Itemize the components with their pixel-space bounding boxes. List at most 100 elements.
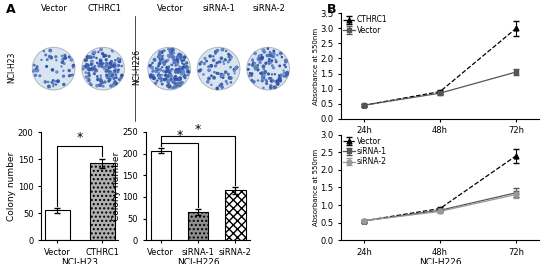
Circle shape — [175, 77, 177, 78]
Circle shape — [168, 55, 169, 56]
Circle shape — [156, 71, 157, 72]
Circle shape — [257, 58, 260, 60]
Circle shape — [217, 73, 219, 74]
Circle shape — [180, 82, 183, 84]
Circle shape — [208, 69, 210, 72]
Circle shape — [161, 58, 163, 60]
Circle shape — [111, 60, 112, 62]
Circle shape — [163, 62, 166, 64]
Circle shape — [113, 64, 115, 67]
X-axis label: NCI-H226: NCI-H226 — [419, 258, 461, 264]
Circle shape — [86, 56, 89, 58]
Y-axis label: Absorbance at 550nm: Absorbance at 550nm — [313, 27, 318, 105]
Circle shape — [158, 66, 159, 67]
Circle shape — [185, 75, 186, 76]
Circle shape — [91, 84, 92, 86]
Circle shape — [252, 65, 254, 66]
Circle shape — [185, 67, 187, 69]
Circle shape — [230, 55, 231, 56]
Circle shape — [257, 69, 259, 70]
Circle shape — [173, 59, 176, 62]
Circle shape — [178, 53, 180, 55]
Circle shape — [153, 58, 156, 61]
Circle shape — [252, 59, 254, 61]
Circle shape — [203, 62, 205, 65]
Circle shape — [53, 84, 54, 85]
Circle shape — [95, 69, 97, 72]
Circle shape — [46, 65, 47, 67]
Circle shape — [263, 51, 265, 53]
Circle shape — [152, 74, 153, 76]
Circle shape — [178, 69, 180, 71]
Circle shape — [179, 66, 180, 67]
Circle shape — [161, 61, 163, 62]
Circle shape — [89, 57, 90, 58]
X-axis label: NCI-H226: NCI-H226 — [177, 258, 219, 264]
Circle shape — [162, 59, 163, 60]
Circle shape — [273, 50, 274, 52]
Circle shape — [284, 72, 285, 74]
Circle shape — [68, 75, 70, 77]
Circle shape — [253, 81, 255, 83]
Circle shape — [250, 74, 252, 77]
Circle shape — [218, 61, 220, 63]
Circle shape — [183, 76, 185, 77]
Circle shape — [168, 73, 170, 75]
Circle shape — [168, 84, 170, 86]
Circle shape — [184, 64, 185, 65]
Circle shape — [168, 66, 169, 67]
Circle shape — [155, 70, 157, 73]
Circle shape — [177, 69, 179, 71]
Bar — [188, 212, 208, 240]
Circle shape — [220, 57, 223, 59]
Circle shape — [152, 62, 153, 64]
Circle shape — [276, 80, 279, 82]
Circle shape — [249, 73, 251, 74]
Circle shape — [177, 61, 179, 63]
Circle shape — [178, 68, 180, 70]
Circle shape — [172, 69, 173, 70]
Circle shape — [47, 59, 48, 60]
Circle shape — [85, 72, 86, 73]
Circle shape — [111, 50, 112, 51]
Circle shape — [259, 62, 261, 64]
Circle shape — [277, 55, 278, 56]
Circle shape — [233, 69, 235, 71]
Circle shape — [45, 54, 46, 56]
Circle shape — [162, 74, 163, 75]
Circle shape — [271, 78, 272, 79]
Circle shape — [158, 72, 159, 73]
Circle shape — [93, 53, 95, 54]
Circle shape — [249, 64, 250, 65]
Circle shape — [152, 74, 154, 77]
Circle shape — [37, 69, 38, 71]
Circle shape — [107, 77, 108, 79]
Circle shape — [118, 79, 119, 80]
Circle shape — [228, 54, 229, 55]
Circle shape — [88, 72, 90, 74]
Circle shape — [63, 75, 64, 77]
Circle shape — [186, 69, 189, 71]
Circle shape — [172, 87, 173, 88]
Circle shape — [228, 56, 230, 58]
Circle shape — [89, 68, 91, 70]
Circle shape — [173, 58, 174, 60]
Circle shape — [44, 81, 46, 83]
Circle shape — [260, 55, 261, 57]
Circle shape — [168, 71, 169, 72]
Circle shape — [254, 67, 256, 68]
Circle shape — [109, 78, 110, 79]
Circle shape — [169, 49, 171, 51]
Circle shape — [113, 83, 114, 85]
Circle shape — [178, 55, 179, 56]
Circle shape — [119, 60, 120, 63]
Circle shape — [94, 68, 96, 70]
Circle shape — [262, 77, 263, 78]
Circle shape — [274, 74, 276, 75]
Circle shape — [114, 63, 115, 64]
Circle shape — [106, 69, 108, 72]
Circle shape — [113, 77, 115, 79]
Circle shape — [222, 76, 224, 78]
Circle shape — [252, 59, 254, 60]
Circle shape — [117, 65, 118, 66]
